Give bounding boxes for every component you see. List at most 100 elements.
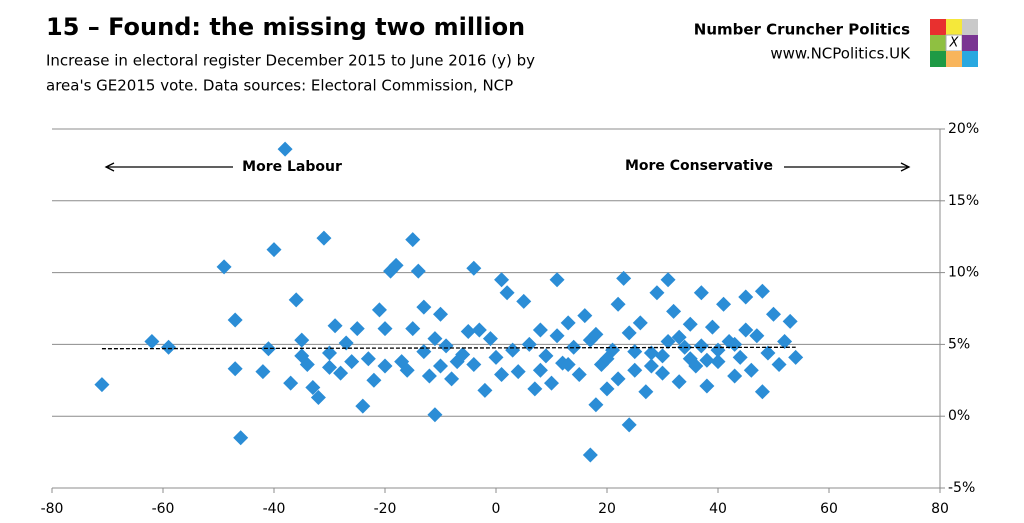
point xyxy=(766,306,781,322)
point xyxy=(621,417,637,433)
point xyxy=(643,358,659,374)
point xyxy=(377,358,393,374)
point xyxy=(588,326,604,342)
x-tick-label: 0 xyxy=(492,501,501,517)
point xyxy=(671,329,687,345)
point xyxy=(771,357,787,373)
x-tick-label: -40 xyxy=(263,501,286,517)
point xyxy=(466,260,482,276)
point xyxy=(433,306,448,322)
point xyxy=(505,342,521,358)
annotation: More Labour xyxy=(242,159,342,175)
point xyxy=(610,371,626,387)
point xyxy=(627,362,643,378)
point xyxy=(627,344,643,360)
point xyxy=(754,283,770,299)
point xyxy=(710,342,726,358)
point xyxy=(322,345,337,361)
point xyxy=(549,272,565,288)
logo: X xyxy=(930,19,978,67)
subtitle: Increase in electoral register December … xyxy=(46,52,535,70)
point xyxy=(438,338,454,354)
point xyxy=(227,312,243,328)
point xyxy=(777,334,793,350)
point xyxy=(277,141,293,157)
point xyxy=(710,354,726,370)
point xyxy=(427,407,443,423)
point xyxy=(460,323,476,339)
point xyxy=(732,349,748,365)
point xyxy=(571,367,587,383)
point xyxy=(227,361,243,377)
y-tick-label: 0% xyxy=(948,408,970,424)
y-tick-label: 10% xyxy=(948,265,979,281)
point xyxy=(288,292,304,308)
point xyxy=(510,364,526,380)
point xyxy=(638,384,654,400)
point xyxy=(599,381,615,397)
point xyxy=(427,331,443,347)
point xyxy=(738,289,754,305)
point xyxy=(322,359,337,375)
y-tick-label: 15% xyxy=(948,193,979,209)
point xyxy=(488,349,504,365)
point xyxy=(477,382,493,398)
point xyxy=(405,232,421,248)
point xyxy=(577,308,593,324)
point xyxy=(655,365,670,381)
point xyxy=(699,352,715,368)
point xyxy=(666,303,682,319)
point xyxy=(738,322,754,338)
point xyxy=(516,293,532,309)
point xyxy=(743,362,759,378)
trend-line xyxy=(101,346,796,350)
point xyxy=(549,328,565,344)
point xyxy=(760,345,776,361)
point xyxy=(216,259,232,275)
point xyxy=(349,321,365,337)
x-tick-label: -80 xyxy=(41,501,64,517)
subtitle: area's GE2015 vote. Data sources: Electo… xyxy=(46,77,513,95)
point xyxy=(161,339,177,355)
point xyxy=(544,375,559,391)
point xyxy=(433,358,448,374)
point xyxy=(338,335,354,351)
point xyxy=(532,362,548,378)
x-tick-label: -20 xyxy=(374,501,397,517)
point xyxy=(344,354,360,370)
point xyxy=(582,447,598,463)
point xyxy=(388,257,404,273)
point xyxy=(682,351,698,367)
point xyxy=(788,349,804,365)
point xyxy=(521,336,537,352)
logo-mark: X xyxy=(949,36,960,51)
point xyxy=(355,398,371,414)
point xyxy=(716,296,732,312)
point xyxy=(283,375,299,391)
point xyxy=(471,322,487,338)
point xyxy=(294,332,310,348)
point xyxy=(727,368,743,384)
url: www.NCPolitics.UK xyxy=(770,45,911,63)
point xyxy=(704,319,720,335)
x-tick-label: -60 xyxy=(152,501,175,517)
y-tick-label: -5% xyxy=(948,480,975,496)
point xyxy=(94,377,110,393)
point xyxy=(416,299,432,315)
y-tick-label: 5% xyxy=(948,336,970,352)
x-tick-label: 40 xyxy=(709,501,727,517)
point xyxy=(621,325,637,341)
point xyxy=(671,374,687,390)
point xyxy=(494,367,510,383)
point xyxy=(616,270,632,286)
point xyxy=(532,322,548,338)
point xyxy=(444,371,460,387)
point xyxy=(749,328,765,344)
point xyxy=(482,331,498,347)
point xyxy=(655,348,670,364)
x-tick-label: 60 xyxy=(820,501,838,517)
point xyxy=(693,285,709,301)
point xyxy=(754,384,770,400)
point xyxy=(333,365,349,381)
